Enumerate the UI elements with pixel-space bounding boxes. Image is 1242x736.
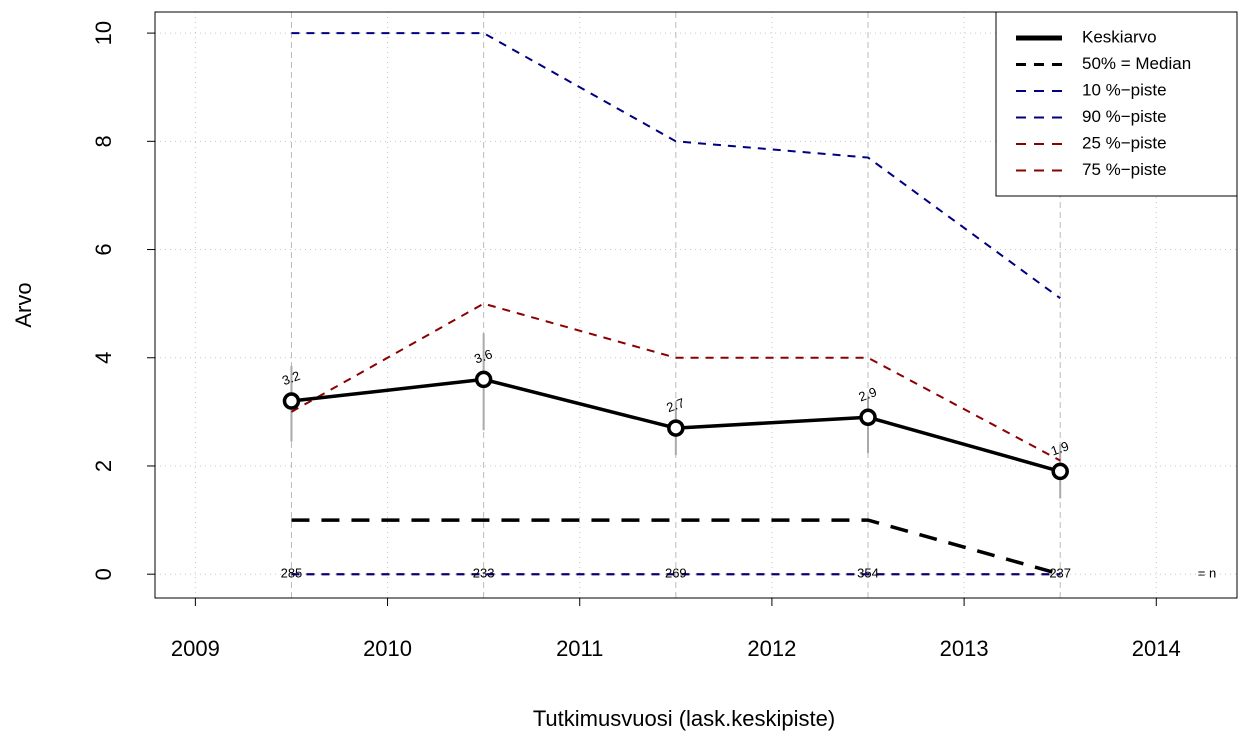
legend-box	[995, 11, 1238, 197]
x-tick-label: 2014	[1132, 636, 1181, 661]
mean-point	[474, 370, 493, 389]
legend-label: Keskiarvo	[1082, 27, 1157, 46]
series-line	[291, 32, 1061, 300]
data-label: 3.6	[472, 346, 494, 366]
x-tick-label: 2011	[556, 636, 603, 661]
y-axis-label: Arvo	[11, 282, 36, 327]
y-tick-label: 2	[91, 460, 116, 472]
n-label: 285	[281, 566, 303, 581]
n-label: 354	[857, 566, 879, 581]
x-tick-label: 2013	[940, 636, 989, 661]
series-line	[291, 518, 1061, 576]
legend-label: 75 %−piste	[1082, 160, 1167, 179]
legend-label: 10 %−piste	[1082, 80, 1167, 99]
y-tick-label: 4	[91, 352, 116, 364]
x-axis-label: Tutkimusvuosi (lask.keskipiste)	[533, 706, 835, 731]
x-tick-label: 2012	[747, 636, 796, 661]
data-label: 3.2	[280, 368, 302, 388]
mean-point	[1051, 462, 1069, 481]
n-label: 237	[1049, 566, 1071, 581]
data-label: 2.7	[664, 395, 686, 415]
legend-label: 90 %−piste	[1082, 107, 1167, 126]
mean-point	[282, 392, 301, 410]
legend-label: 50% = Median	[1082, 54, 1191, 73]
x-tick-label: 2010	[363, 636, 412, 661]
data-label: 2.9	[857, 384, 879, 404]
n-label: 269	[665, 566, 687, 581]
y-tick-label: 8	[91, 135, 116, 147]
data-label: 1.9	[1049, 438, 1071, 458]
y-tick-label: 0	[91, 568, 116, 580]
plot-frame	[154, 11, 1238, 599]
y-tick-label: 10	[91, 21, 116, 45]
n-caption: = n	[1198, 566, 1216, 581]
series-line	[290, 302, 1061, 462]
mean-point	[859, 408, 877, 427]
x-tick-label: 2009	[171, 636, 220, 661]
n-label: 233	[473, 566, 495, 581]
mean-point	[667, 419, 685, 437]
y-tick-label: 6	[91, 243, 116, 255]
legend-label: 25 %−piste	[1082, 133, 1167, 152]
